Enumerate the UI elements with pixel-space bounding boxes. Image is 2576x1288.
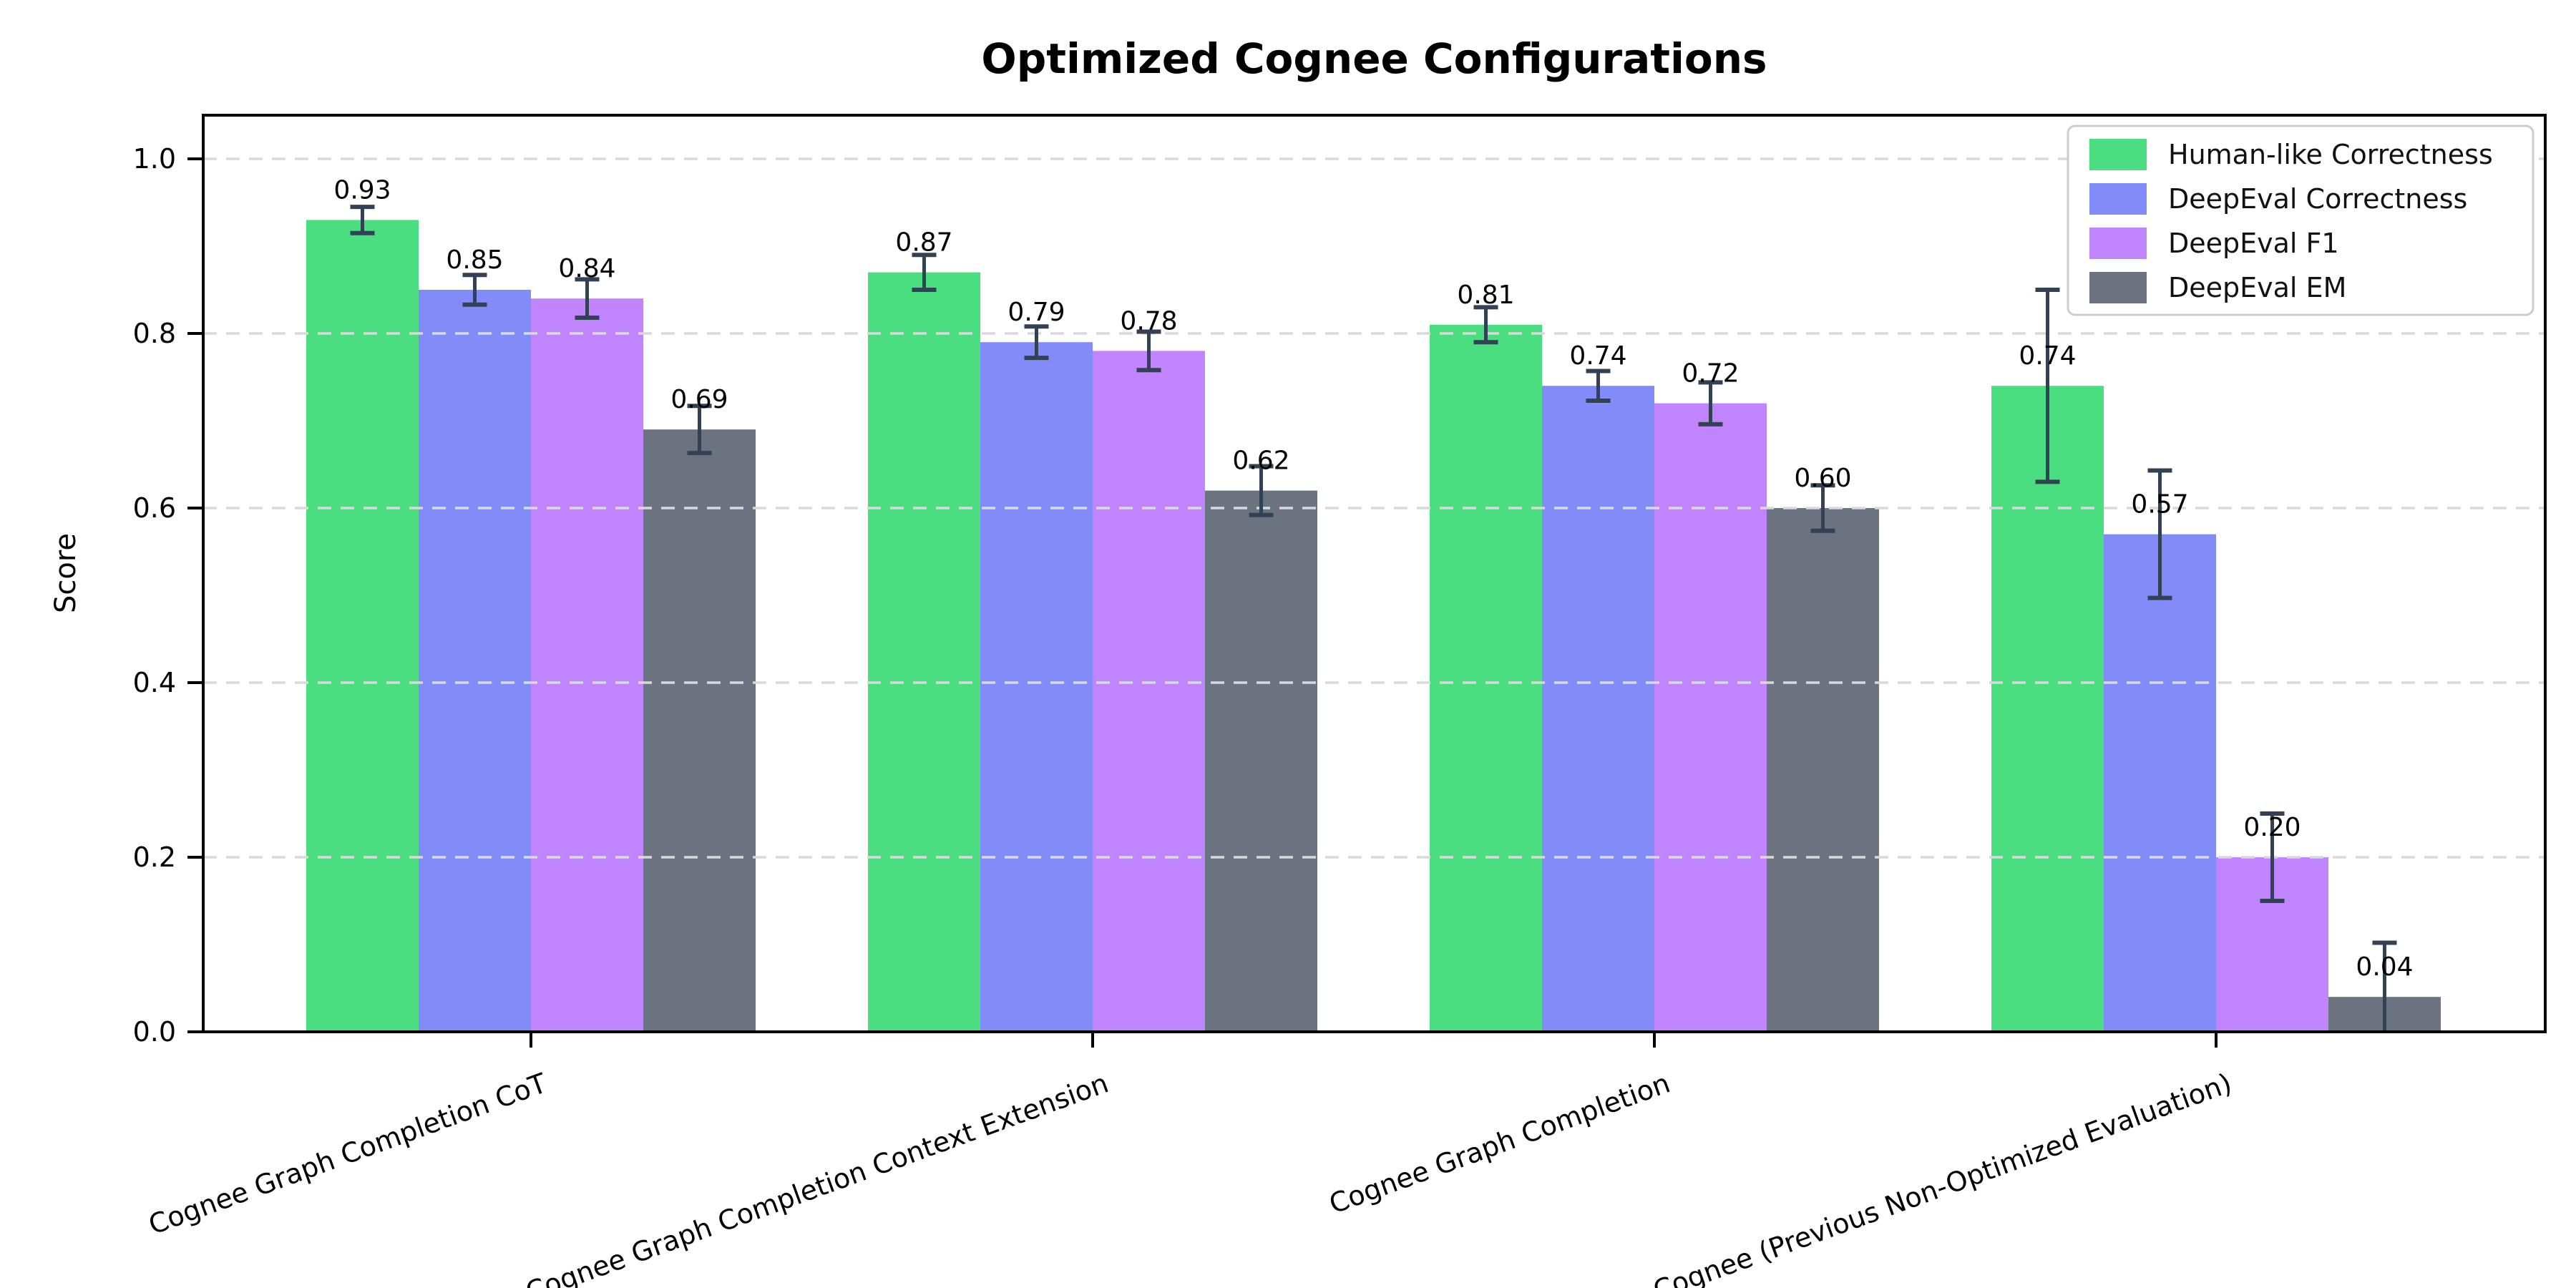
bar-deepeval-correctness-2 (1542, 386, 1654, 1032)
y-tick-label-0.0: 0.0 (133, 1016, 176, 1048)
legend: Human-like Correctness DeepEval Correctne… (2067, 125, 2534, 316)
errorbars-layer (350, 205, 2397, 1032)
bar-deepeval-correctness-1 (980, 342, 1093, 1032)
bar-label-human-like-correctness-0: 0.93 (333, 175, 391, 205)
chart-title: Optimized Cognee Configurations (981, 34, 1767, 83)
bar-human-like-correctness-0 (306, 220, 419, 1032)
bar-label-deepeval-f1-2: 0.72 (1682, 359, 1739, 389)
bar-label-deepeval-em-1: 0.62 (1232, 447, 1289, 476)
bar-labels-layer: 0.93 0.87 0.81 0.74 0.85 0.79 0.74 0.57 0.84 0.78… (333, 175, 2413, 982)
x-tick-label-1: Cognee Graph Completion Context Extensio… (522, 1067, 1113, 1288)
bar-human-like-correctness-2 (1430, 324, 1542, 1032)
bar-deepeval-em-0 (643, 429, 756, 1032)
legend-label-deepeval-correctness: DeepEval Correctness (2168, 183, 2467, 215)
plot-border (202, 114, 2547, 1033)
bar-deepeval-f1-0 (531, 298, 643, 1033)
bar-deepeval-em-1 (1205, 490, 1317, 1032)
legend-label-human-like-correctness: Human-like Correctness (2168, 139, 2493, 170)
bar-label-deepeval-correctness-3: 0.57 (2131, 490, 2188, 519)
legend-swatch-deepeval-f1 (2089, 228, 2147, 259)
bar-human-like-correctness-1 (868, 272, 980, 1033)
bar-label-human-like-correctness-3: 0.74 (2019, 341, 2076, 371)
bar-label-deepeval-f1-0: 0.84 (558, 254, 615, 283)
legend-box (2067, 125, 2534, 316)
bar-label-deepeval-f1-1: 0.78 (1120, 306, 1177, 336)
legend-swatch-human-like-correctness (2089, 139, 2147, 170)
bars-layer (306, 220, 2441, 1033)
bar-label-human-like-correctness-2: 0.81 (1457, 280, 1514, 310)
gridlines-layer (203, 157, 2545, 859)
y-tick-label-0.2: 0.2 (133, 841, 176, 873)
x-tick-label-0: Cognee Graph Completion CoT (145, 1067, 552, 1241)
legend-swatch-deepeval-correctness (2089, 183, 2147, 215)
bar-label-deepeval-f1-3: 0.20 (2243, 813, 2301, 842)
y-tick-label-0.6: 0.6 (133, 492, 176, 524)
legend-label-deepeval-f1: DeepEval F1 (2168, 228, 2339, 259)
x-tick-label-3: Cognee (Previous Non-Optimized Evaluatio… (1649, 1067, 2236, 1288)
bar-deepeval-em-2 (1767, 508, 1879, 1032)
x-tick-label-2: Cognee Graph Completion (1325, 1067, 1674, 1219)
legend-label-deepeval-em: DeepEval EM (2168, 272, 2346, 303)
legend-swatch-deepeval-em (2089, 272, 2147, 303)
bar-deepeval-f1-1 (1093, 351, 1205, 1032)
bar-label-deepeval-em-0: 0.69 (670, 385, 728, 414)
y-tick-label-0.4: 0.4 (133, 667, 176, 698)
bar-human-like-correctness-3 (1991, 386, 2104, 1032)
y-axis-label: Score (49, 533, 82, 613)
bar-deepeval-correctness-3 (2104, 534, 2216, 1032)
y-tick-label-0.8: 0.8 (133, 318, 176, 349)
y-tick-label-1.0: 1.0 (133, 143, 176, 175)
bar-label-deepeval-correctness-1: 0.79 (1008, 298, 1065, 327)
bar-label-human-like-correctness-1: 0.87 (895, 228, 952, 258)
bar-label-deepeval-correctness-0: 0.85 (446, 245, 503, 275)
bar-deepeval-f1-2 (1654, 403, 1767, 1032)
bar-label-deepeval-em-3: 0.04 (2356, 952, 2413, 982)
bar-label-deepeval-correctness-2: 0.74 (1569, 341, 1626, 371)
bar-deepeval-correctness-0 (419, 290, 531, 1032)
bar-label-deepeval-em-2: 0.60 (1794, 464, 1851, 493)
